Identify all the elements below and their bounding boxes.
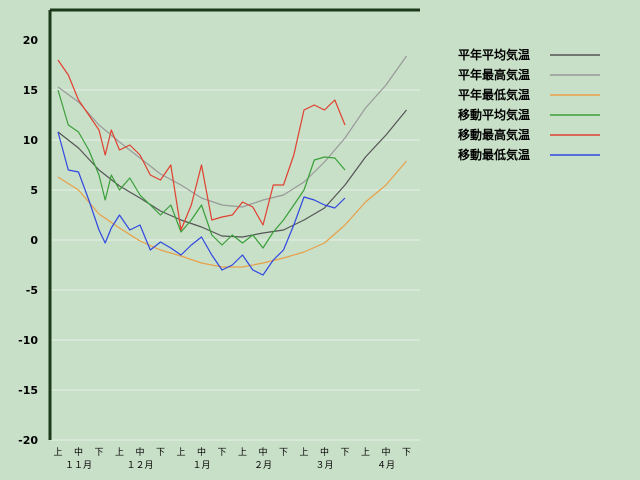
x-dekad-label: 下 bbox=[279, 448, 288, 458]
y-axis-ticks: -20 -15 -10 -5 0 5 10 15 20 bbox=[18, 34, 38, 447]
x-axis-ticks: 上中下上中下上中下上中下上中下上中下１１月 １２月 １月 ２月 ３月 ４月 bbox=[53, 446, 411, 471]
x-dekad-label: 下 bbox=[217, 448, 226, 458]
legend-label: 平年最高気温 bbox=[458, 67, 530, 82]
y-tick-label: 20 bbox=[23, 34, 39, 47]
x-dekad-label: 下 bbox=[94, 448, 103, 458]
series-line-2 bbox=[57, 160, 407, 268]
legend-label: 移動最高気温 bbox=[458, 127, 530, 142]
x-dekad-label: 上 bbox=[238, 447, 247, 458]
x-dekad-label: 下 bbox=[402, 448, 411, 458]
y-tick-label: -15 bbox=[18, 384, 38, 397]
x-month-label: ２月 bbox=[254, 460, 272, 471]
legend-label: 平年平均気温 bbox=[458, 47, 530, 62]
y-tick-label: -5 bbox=[26, 284, 38, 297]
x-month-label: １２月 bbox=[126, 460, 153, 471]
y-tick-label: 0 bbox=[30, 234, 38, 247]
series-line-1 bbox=[57, 55, 407, 208]
legend-label: 移動最低気温 bbox=[458, 147, 530, 162]
x-dekad-label: 中 bbox=[381, 446, 390, 458]
legend-label: 移動平均気温 bbox=[458, 107, 530, 122]
y-tick-label: 10 bbox=[23, 134, 39, 147]
y-tick-label: 15 bbox=[23, 84, 38, 97]
x-dekad-label: 上 bbox=[361, 447, 370, 458]
gridlines bbox=[50, 89, 420, 441]
x-dekad-label: 中 bbox=[197, 446, 206, 458]
series-line-3 bbox=[57, 89, 346, 249]
x-month-label: １月 bbox=[192, 460, 210, 471]
series-line-4 bbox=[57, 59, 346, 231]
y-tick-label: -20 bbox=[18, 434, 38, 447]
y-tick-label: 5 bbox=[30, 184, 38, 197]
x-dekad-label: 下 bbox=[340, 448, 349, 458]
x-dekad-label: 上 bbox=[299, 447, 308, 458]
x-dekad-label: 上 bbox=[176, 447, 185, 458]
x-month-label: ４月 bbox=[377, 460, 395, 471]
x-dekad-label: 中 bbox=[74, 446, 83, 458]
series-lines bbox=[57, 55, 407, 276]
x-dekad-label: 上 bbox=[53, 447, 62, 458]
series-line-5 bbox=[57, 131, 346, 276]
x-dekad-label: 中 bbox=[135, 446, 144, 458]
legend-label: 平年最低気温 bbox=[458, 87, 530, 102]
x-dekad-label: 下 bbox=[156, 448, 165, 458]
x-dekad-label: 中 bbox=[320, 446, 329, 458]
x-month-label: １１月 bbox=[65, 460, 92, 471]
x-month-label: ３月 bbox=[315, 460, 333, 471]
x-dekad-label: 中 bbox=[258, 446, 267, 458]
x-dekad-label: 上 bbox=[115, 447, 124, 458]
y-tick-label: -10 bbox=[18, 334, 38, 347]
